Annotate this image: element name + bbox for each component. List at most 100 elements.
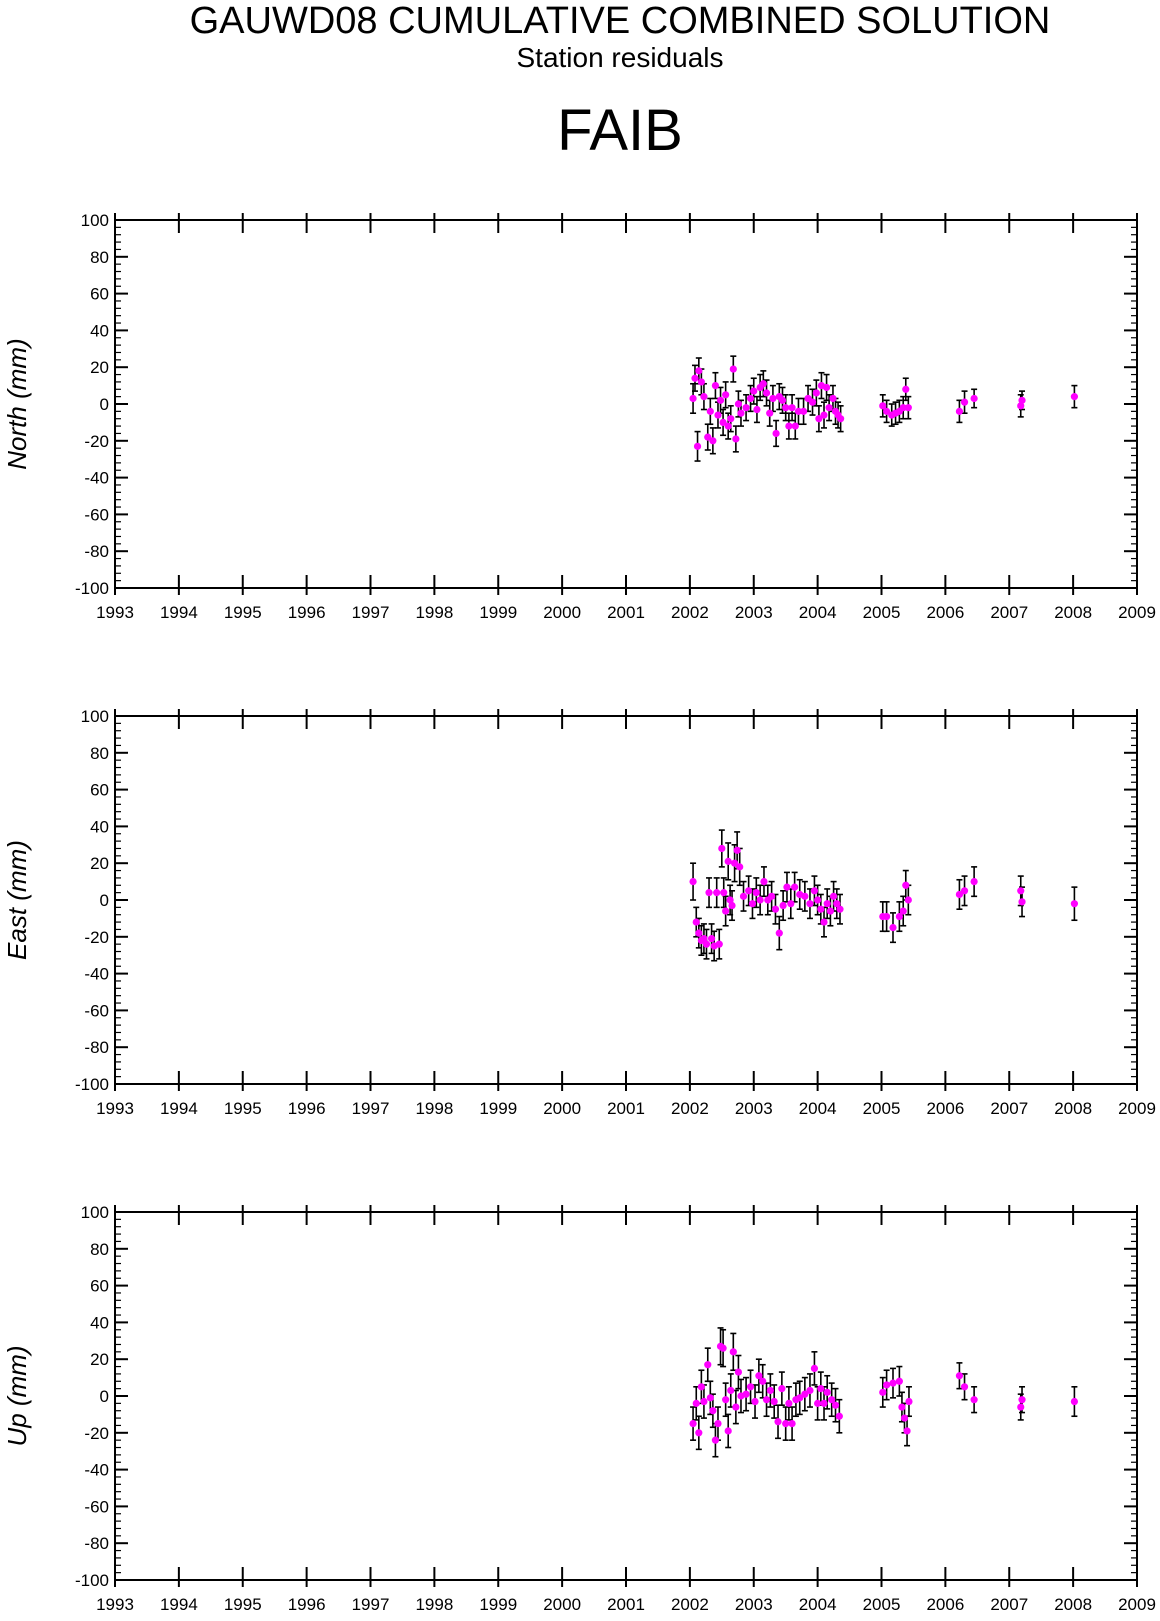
data-point [960, 1383, 969, 1391]
data-point [778, 396, 787, 404]
data-point [768, 892, 776, 900]
x-tick-label: 1999 [479, 603, 517, 622]
data-point [766, 409, 774, 417]
x-tick-label: 2009 [1118, 1595, 1156, 1614]
x-tick-label: 1996 [288, 1099, 326, 1118]
data-point [727, 415, 735, 423]
data-point [706, 407, 714, 415]
y-tick-label: 20 [90, 854, 109, 873]
data-point [970, 1396, 978, 1404]
data-point [817, 1385, 825, 1393]
x-tick-label: 2004 [799, 1595, 837, 1614]
data-point [732, 435, 740, 443]
x-tick-label: 1996 [288, 603, 326, 622]
x-tick-label: 2005 [863, 603, 901, 622]
data-point [689, 394, 697, 403]
data-point [833, 900, 841, 908]
x-tick-label: 1997 [352, 1595, 390, 1614]
y-tick-label: 20 [90, 1350, 109, 1369]
data-point [806, 900, 814, 908]
data-point [837, 415, 845, 423]
data-point [836, 905, 844, 913]
data-point [714, 1420, 722, 1428]
data-point [689, 878, 697, 886]
data-point [727, 1386, 735, 1395]
data-point [814, 896, 822, 904]
data-point [752, 889, 760, 897]
east-ylabel: East (mm) [2, 840, 32, 960]
data-point [1017, 887, 1025, 895]
data-point [742, 404, 750, 412]
y-tick-label: 40 [90, 1313, 109, 1332]
y-tick-label: -20 [84, 432, 109, 451]
data-point [831, 1401, 840, 1409]
data-point [785, 422, 793, 430]
x-tick-label: 1995 [224, 1595, 262, 1614]
x-tick-label: 1996 [288, 1595, 326, 1614]
data-point [718, 844, 726, 853]
y-tick-label: -20 [84, 928, 109, 947]
up-plot-frame [114, 1211, 1138, 1581]
y-tick-label: 80 [90, 248, 109, 267]
data-point [820, 411, 828, 419]
up-ylabel: Up (mm) [2, 1345, 32, 1446]
x-tick-label: 1994 [160, 603, 198, 622]
data-point [1017, 1403, 1025, 1411]
data-point [895, 912, 903, 921]
x-tick-label: 1997 [352, 1099, 390, 1118]
north-ylabel: North (mm) [2, 338, 32, 469]
data-point [810, 1364, 819, 1372]
data-point [814, 1399, 822, 1407]
data-point [791, 883, 799, 891]
x-tick-label: 2007 [990, 1595, 1028, 1614]
x-tick-label: 1994 [160, 1595, 198, 1614]
data-point [769, 394, 777, 403]
y-tick-label: -100 [75, 1075, 109, 1094]
data-point [771, 905, 780, 913]
data-point [812, 389, 820, 397]
chart-subtitle: Station residuals [516, 42, 724, 73]
x-tick-label: 2007 [990, 603, 1028, 622]
data-point [826, 907, 835, 915]
data-point [815, 415, 823, 423]
data-point [782, 1420, 790, 1428]
data-point [700, 393, 708, 401]
data-point [734, 400, 743, 408]
data-point [889, 1379, 897, 1387]
y-tick-label: 40 [90, 321, 109, 340]
x-tick-label: 2003 [735, 1099, 773, 1118]
data-point [724, 857, 732, 865]
data-point [879, 1388, 887, 1396]
north-plot-frame [114, 219, 1138, 589]
data-point [1017, 402, 1025, 410]
x-tick-label: 1994 [160, 1099, 198, 1118]
data-point [774, 1418, 782, 1426]
x-tick-label: 2003 [735, 603, 773, 622]
y-tick-label: 100 [81, 1203, 109, 1222]
data-point [810, 887, 819, 895]
data-point [879, 402, 887, 410]
data-point [889, 924, 897, 932]
y-tick-label: -80 [84, 1038, 109, 1057]
data-point [787, 900, 795, 908]
y-tick-label: 60 [90, 285, 109, 304]
y-tick-label: -100 [75, 1571, 109, 1590]
data-point [829, 892, 838, 900]
x-tick-label: 2008 [1054, 1595, 1092, 1614]
data-point [801, 892, 809, 900]
data-point [746, 1383, 755, 1391]
data-point [955, 1372, 964, 1380]
y-tick-label: 0 [100, 395, 109, 414]
data-point [720, 889, 728, 897]
y-tick-label: 100 [81, 707, 109, 726]
x-tick-label: 1999 [479, 1595, 517, 1614]
y-tick-label: -60 [84, 1497, 109, 1516]
y-tick-label: 80 [90, 1240, 109, 1259]
data-point [751, 1397, 759, 1406]
data-point [772, 429, 780, 438]
data-point [714, 411, 722, 419]
data-point [706, 1394, 714, 1402]
data-point [728, 901, 736, 910]
data-point [739, 892, 748, 900]
